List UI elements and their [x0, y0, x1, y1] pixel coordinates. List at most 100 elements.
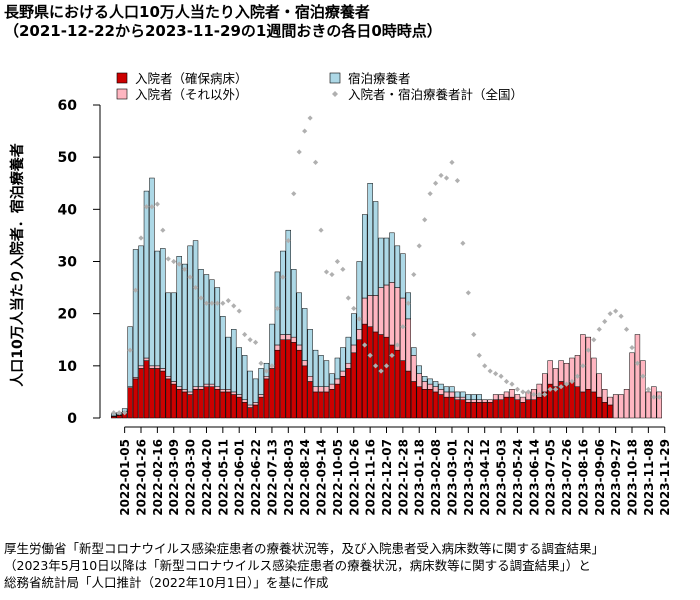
bar-hospital-other: [285, 334, 291, 340]
national-total-point: [623, 326, 630, 332]
bar-hospital-other: [471, 399, 477, 403]
national-total-point: [362, 342, 368, 348]
bar-hospital-other: [318, 386, 324, 393]
national-total-point: [383, 363, 390, 369]
national-total-point: [345, 295, 351, 301]
national-total-point: [394, 342, 401, 348]
bar-lodging: [378, 237, 384, 288]
national-total-point: [269, 363, 275, 369]
y-tick-label: 0: [67, 411, 77, 427]
bar-hospital-other: [307, 376, 313, 382]
bar-hospital-secured: [329, 389, 335, 419]
bar-hospital-secured: [416, 386, 422, 419]
bar-lodging: [416, 365, 422, 374]
bar-hospital-other: [312, 386, 319, 393]
national-total-point: [378, 368, 384, 374]
national-total-point: [291, 191, 297, 197]
national-total-point: [400, 324, 406, 330]
bar-lodging: [285, 229, 291, 335]
national-total-point: [122, 410, 128, 416]
bar-hospital-secured: [383, 336, 390, 419]
bar-lodging: [176, 256, 182, 387]
x-tick-label: 2023-05-03: [495, 439, 509, 516]
y-axis-label: 人口10万人当たり入院者．宿泊療養者: [9, 143, 26, 386]
national-total-point: [542, 391, 548, 398]
source-line: 総務省統計局「人口推計（2022年10月1日）」を基に作成: [4, 575, 329, 590]
bar-hospital-secured: [536, 396, 542, 419]
bar-lodging: [449, 386, 455, 393]
legend-label: 入院者（確保病床）: [135, 71, 248, 86]
bar-hospital-secured: [367, 326, 373, 419]
national-total-point: [651, 394, 657, 400]
x-tick-label: 2022-04-20: [200, 439, 214, 516]
bar-hospital-other: [427, 383, 433, 390]
bar-hospital-secured: [209, 386, 215, 419]
bar-hospital-other: [482, 399, 488, 403]
bar-lodging: [460, 391, 466, 398]
bar-lodging: [225, 336, 231, 390]
bar-hospital-other: [356, 329, 362, 341]
bar-hospital-secured: [138, 368, 144, 419]
y-tick-label: 20: [58, 307, 78, 323]
x-tick-label: 2023-07-26: [560, 439, 574, 516]
bar-hospital-secured: [181, 391, 188, 419]
national-total-point: [132, 287, 139, 293]
national-total-point: [520, 389, 526, 395]
bar-hospital-secured: [280, 339, 286, 419]
bar-hospital-secured: [247, 407, 253, 419]
bar-hospital-secured: [258, 396, 264, 419]
bar-hospital-secured: [503, 396, 510, 419]
national-total-point: [334, 258, 341, 265]
bar-lodging: [209, 279, 215, 385]
national-total-point: [203, 300, 210, 306]
national-total-point: [149, 204, 155, 210]
bar-lodging: [471, 394, 477, 400]
bar-hospital-other: [154, 365, 161, 369]
bar-lodging: [476, 394, 482, 400]
bar-hospital-secured: [498, 399, 504, 419]
x-tick-label: 2023-11-29: [658, 439, 672, 516]
national-total-point: [252, 339, 259, 345]
x-tick-label: 2022-12-28: [396, 439, 410, 516]
bar-lodging: [231, 329, 237, 393]
bar-hospital-secured: [116, 415, 122, 419]
bar-hospital-other: [252, 402, 259, 406]
national-total-point: [476, 352, 482, 358]
x-tick-label: 2023-08-16: [576, 439, 590, 516]
bar-lodging: [192, 240, 199, 387]
y-tick-label: 30: [58, 255, 78, 271]
bar-lodging: [138, 245, 144, 367]
national-total-point: [656, 394, 662, 400]
bar-hospital-other: [416, 373, 422, 387]
national-total-point: [525, 389, 531, 395]
legend-swatch: [116, 88, 128, 100]
national-total-point: [596, 326, 602, 332]
y-tick-label: 50: [58, 150, 78, 166]
bar-hospital-other: [645, 391, 652, 419]
bar-hospital-secured: [231, 394, 237, 419]
chart-title: 長野県における人口10万人当たり入院者・宿泊療養者: [4, 3, 370, 21]
bar-hospital-secured: [307, 381, 313, 419]
y-tick-label: 10: [58, 359, 78, 375]
bar-hospital-secured: [591, 391, 597, 419]
bar-hospital-other: [362, 297, 368, 325]
bar-hospital-secured: [531, 399, 537, 419]
bar-hospital-secured: [160, 370, 166, 419]
bar-hospital-secured: [165, 378, 171, 419]
bar-hospital-other: [274, 344, 281, 351]
bar-hospital-secured: [269, 368, 275, 419]
bar-hospital-other: [618, 394, 624, 419]
bar-hospital-other: [225, 389, 231, 393]
bar-hospital-other: [596, 373, 602, 398]
national-total-point: [558, 384, 564, 390]
national-total-point: [553, 386, 559, 392]
bar-hospital-other: [656, 391, 662, 419]
bar-lodging: [160, 248, 166, 369]
x-tick-label: 2022-08-24: [298, 439, 312, 516]
bar-hospital-other: [187, 391, 193, 395]
x-tick-label: 2022-07-13: [265, 439, 279, 516]
national-total-point: [247, 337, 253, 343]
national-total-point: [154, 201, 160, 207]
national-total-point: [422, 217, 428, 223]
bar-lodging: [362, 214, 368, 299]
